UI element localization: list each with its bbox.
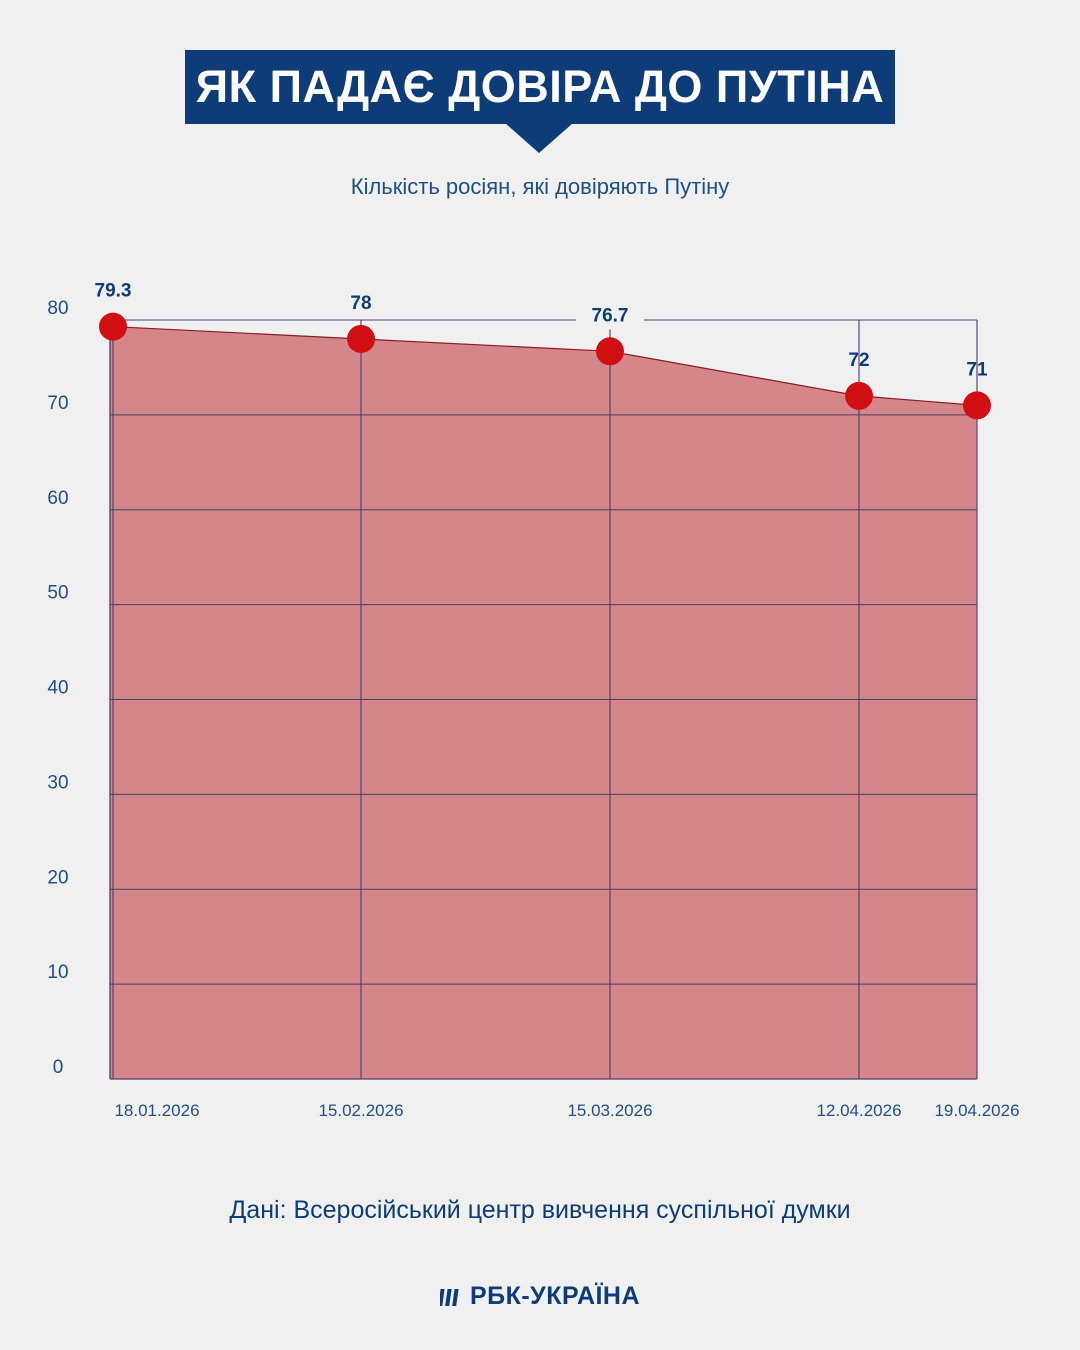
y-tick-label: 80 xyxy=(47,298,68,319)
x-tick-label: 18.01.2026 xyxy=(114,1101,199,1120)
y-tick-label: 60 xyxy=(47,488,68,509)
data-point xyxy=(347,324,375,353)
data-label: 78 xyxy=(350,293,371,314)
data-point xyxy=(963,391,991,420)
data-source: Дані: Всеросійський центр вивчення суспі… xyxy=(229,1196,851,1224)
data-label: 76.7 xyxy=(592,305,629,326)
y-tick-label: 50 xyxy=(47,583,68,604)
x-tick-label: 15.02.2026 xyxy=(318,1101,403,1120)
y-tick-label: 70 xyxy=(47,393,68,414)
chart-subtitle: Кількість росіян, які довіряють Путіну xyxy=(350,174,730,199)
title-banner: ЯК ПАДАЄ ДОВІРА ДО ПУТІНА xyxy=(185,50,895,124)
x-tick-label: 19.04.2026 xyxy=(934,1101,1019,1120)
trust-chart: 0 10 20 30 40 50 60 70 80 18.01.2026 15.02.2026 15… xyxy=(47,281,1019,1120)
y-tick-label: 20 xyxy=(47,867,68,888)
y-tick-label: 40 xyxy=(47,678,68,699)
title-pointer xyxy=(505,123,573,153)
data-label: 79.3 xyxy=(95,281,132,302)
logo-icon xyxy=(439,1288,459,1306)
data-point xyxy=(596,337,624,366)
data-point xyxy=(99,312,127,341)
data-point xyxy=(845,381,873,410)
data-label-bg xyxy=(576,301,644,330)
x-tick-label: 15.03.2026 xyxy=(567,1101,652,1120)
page-title: ЯК ПАДАЄ ДОВІРА ДО ПУТІНА xyxy=(195,61,885,112)
x-tick-label: 12.04.2026 xyxy=(816,1101,901,1120)
y-tick-label: 30 xyxy=(47,772,68,793)
logo-text: РБК-УКРАЇНА xyxy=(469,1282,641,1310)
data-label: 72 xyxy=(848,350,869,371)
y-tick-label: 10 xyxy=(47,962,68,983)
area-fill xyxy=(110,326,977,1080)
y-tick-label: 0 xyxy=(53,1057,64,1078)
brand-logo: РБК-УКРАЇНА xyxy=(0,1282,1080,1311)
data-label: 71 xyxy=(966,359,988,380)
